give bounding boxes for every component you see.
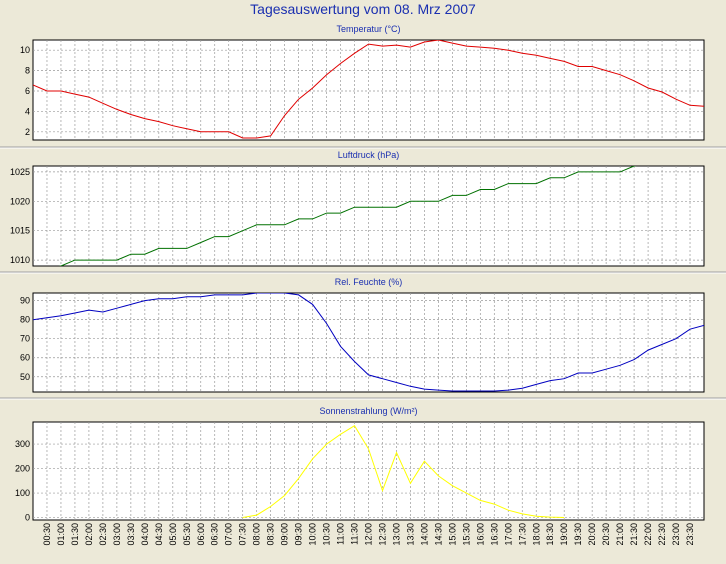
x-tick-label: 18:30	[545, 523, 555, 546]
x-tick-label: 05:30	[182, 523, 192, 546]
x-tick-label: 09:00	[280, 523, 290, 546]
x-tick-label: 15:00	[447, 523, 457, 546]
series-line	[33, 293, 704, 392]
x-tick-label: 01:00	[56, 523, 66, 546]
y-tick-label: 4	[25, 106, 30, 116]
x-tick-label: 07:00	[224, 523, 234, 546]
x-tick-label: 23:30	[685, 523, 695, 546]
series-line	[33, 40, 704, 139]
x-tick-label: 22:30	[657, 523, 667, 546]
x-tick-label: 10:00	[308, 523, 318, 546]
x-tick-label: 08:00	[252, 523, 262, 546]
panel-1: Temperatur (°C) 2 4 6 8 10	[0, 24, 726, 149]
panel-title: Rel. Feuchte (%)	[335, 277, 403, 287]
x-tick-label: 02:30	[98, 523, 108, 546]
x-tick-label: 04:30	[154, 523, 164, 546]
y-tick-label: 2	[25, 127, 30, 137]
x-tick-label: 11:30	[350, 523, 360, 545]
x-tick-label: 15:30	[461, 523, 471, 546]
x-tick-label: 17:00	[503, 523, 513, 546]
x-tick-label: 08:30	[266, 523, 276, 546]
panel-3: Rel. Feuchte (%) 50 60 70 80 90	[0, 277, 726, 400]
page-title: Tagesauswertung vom 08. Mrz 2007	[250, 1, 476, 17]
x-tick-label: 17:30	[517, 523, 527, 546]
x-tick-label: 00:30	[42, 523, 52, 546]
x-tick-label: 11:00	[336, 523, 346, 545]
x-tick-label: 22:00	[643, 523, 653, 546]
y-tick-label: 70	[20, 334, 30, 344]
y-tick-label: 0	[25, 513, 30, 523]
x-tick-label: 16:00	[475, 523, 485, 546]
y-tick-label: 1020	[10, 196, 30, 206]
series-line	[58, 166, 637, 266]
x-tick-label: 03:00	[112, 523, 122, 546]
panel-4: Sonnenstrahlung (W/m²) 0 100 200 300	[15, 406, 705, 523]
series-line	[242, 425, 565, 518]
x-tick-label: 06:30	[210, 523, 220, 546]
x-tick-label: 16:30	[489, 523, 499, 546]
panel-title: Luftdruck (hPa)	[338, 150, 400, 160]
y-tick-label: 1025	[10, 167, 30, 177]
x-tick-label: 09:30	[294, 523, 304, 546]
x-tick-label: 12:00	[364, 523, 374, 546]
x-tick-label: 04:00	[140, 523, 150, 546]
x-tick-label: 02:00	[84, 523, 94, 546]
panel-title: Sonnenstrahlung (W/m²)	[319, 406, 417, 416]
x-tick-label: 01:30	[70, 523, 80, 546]
y-tick-label: 8	[25, 66, 30, 76]
y-tick-label: 100	[15, 488, 30, 498]
x-tick-label: 20:00	[587, 523, 597, 546]
x-tick-label: 14:30	[433, 523, 443, 546]
x-tick-label: 23:00	[671, 523, 681, 546]
x-tick-label: 21:00	[615, 523, 625, 546]
y-tick-label: 90	[20, 296, 30, 306]
y-tick-label: 1015	[10, 226, 30, 236]
y-tick-label: 1010	[10, 255, 30, 265]
x-tick-label: 07:30	[238, 523, 248, 546]
x-tick-label: 13:00	[391, 523, 401, 546]
x-tick-label: 05:00	[168, 523, 178, 546]
x-tick-label: 14:00	[419, 523, 429, 546]
x-tick-label: 21:30	[629, 523, 639, 546]
x-tick-label: 06:00	[196, 523, 206, 546]
x-tick-label: 13:30	[405, 523, 415, 546]
y-tick-label: 80	[20, 315, 30, 325]
x-tick-label: 20:30	[601, 523, 611, 546]
y-tick-label: 60	[20, 353, 30, 363]
x-tick-label: 19:30	[573, 523, 583, 546]
y-tick-label: 6	[25, 86, 30, 96]
y-tick-label: 300	[15, 439, 30, 449]
panel-2: Luftdruck (hPa) 1010 1015 1020 1025	[0, 150, 726, 274]
y-tick-label: 200	[15, 464, 30, 474]
x-tick-label: 12:30	[377, 523, 387, 546]
y-tick-label: 50	[20, 372, 30, 382]
x-tick-label: 10:30	[322, 523, 332, 546]
x-tick-label: 18:00	[531, 523, 541, 546]
x-tick-label: 19:00	[559, 523, 569, 546]
panel-title: Temperatur (°C)	[336, 24, 400, 34]
x-tick-label: 03:30	[126, 523, 136, 546]
y-tick-label: 10	[20, 45, 30, 55]
